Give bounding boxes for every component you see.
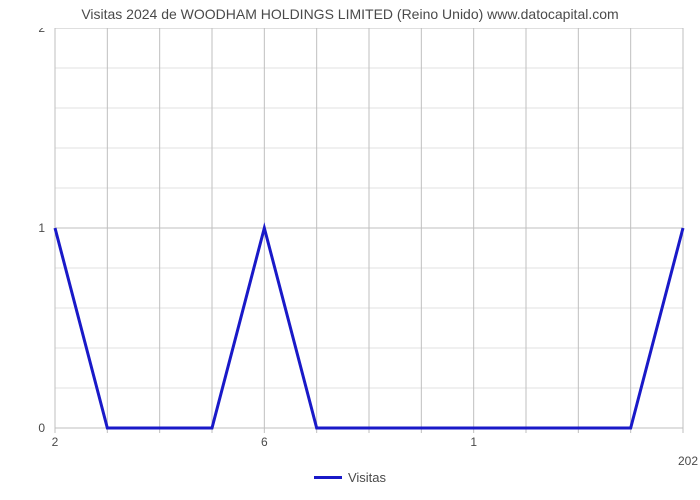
svg-text:1: 1 (38, 221, 45, 235)
chart-plot: 0 1 2 2 6 1 (20, 28, 698, 468)
chart-container: Visitas 2024 de WOODHAM HOLDINGS LIMITED… (0, 0, 700, 500)
svg-text:2: 2 (52, 435, 59, 449)
legend: Visitas (0, 466, 700, 485)
chart-title: Visitas 2024 de WOODHAM HOLDINGS LIMITED… (0, 6, 700, 22)
svg-text:2: 2 (38, 28, 45, 35)
x-tick-labels: 2 6 1 (52, 435, 478, 449)
legend-item-visitas: Visitas (314, 470, 386, 485)
corner-year-label: 202 (678, 454, 698, 468)
legend-label: Visitas (348, 470, 386, 485)
svg-text:0: 0 (38, 421, 45, 435)
legend-swatch (314, 476, 342, 479)
svg-text:6: 6 (261, 435, 268, 449)
svg-text:1: 1 (470, 435, 477, 449)
y-tick-labels: 0 1 2 (38, 28, 45, 435)
